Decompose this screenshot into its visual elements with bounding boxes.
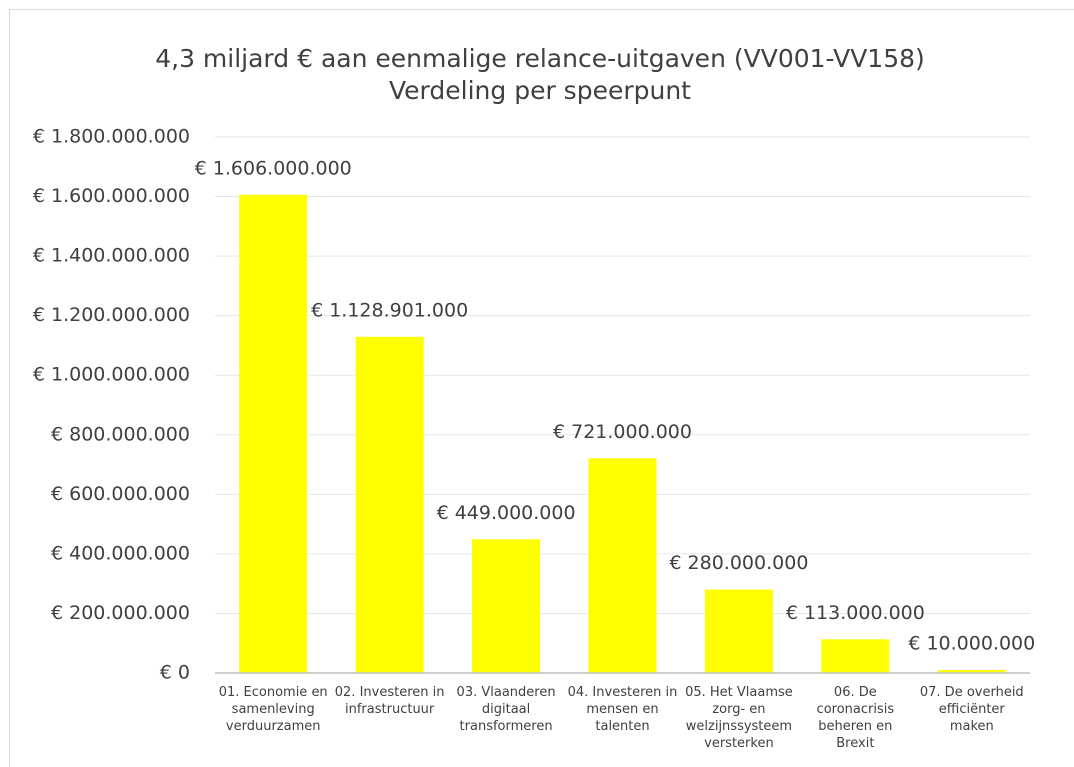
- x-tick-label: 02. Investeren in infrastructuur: [334, 685, 445, 717]
- y-tick-label: € 200.000.000: [51, 602, 190, 624]
- x-tick-label: 01. Economie en samenleving verduurzamen: [218, 685, 328, 734]
- data-label: € 113.000.000: [786, 602, 925, 624]
- y-tick-label: € 400.000.000: [51, 542, 190, 564]
- chart-title: 4,3 miljard € aan eenmalige relance-uitg…: [155, 44, 925, 73]
- x-tick-label: 06. De coronacrisis beheren en Brexit: [816, 685, 895, 751]
- bar: [588, 458, 657, 673]
- data-label: € 280.000.000: [669, 552, 808, 574]
- y-tick-label: € 1.000.000.000: [33, 364, 190, 386]
- y-tick-label: € 600.000.000: [51, 483, 190, 505]
- bar: [821, 639, 890, 673]
- x-tick-label: 04. Investeren in mensen en talenten: [567, 685, 678, 734]
- y-tick-label: € 800.000.000: [51, 423, 190, 445]
- data-label: € 1.128.901.000: [311, 299, 468, 321]
- y-tick-label: € 1.600.000.000: [33, 185, 190, 207]
- data-label: € 449.000.000: [437, 502, 576, 524]
- bar: [937, 670, 1006, 673]
- y-tick-label: € 0: [160, 662, 190, 684]
- bar: [239, 194, 308, 673]
- y-tick-label: € 1.400.000.000: [33, 245, 190, 267]
- data-label: € 1.606.000.000: [195, 157, 352, 179]
- chart-border: [9, 9, 1074, 767]
- x-tick-label: 07. De overheid efficiënter maken: [919, 685, 1024, 734]
- bar: [472, 539, 541, 673]
- y-tick-label: € 1.800.000.000: [33, 126, 190, 148]
- data-label: € 721.000.000: [553, 421, 692, 443]
- x-tick-label: 05. Het Vlaamse zorg- en welzijnssysteem…: [685, 685, 793, 751]
- bar: [355, 336, 424, 673]
- chart-subtitle: Verdeling per speerpunt: [389, 76, 691, 105]
- x-tick-label: 03. Vlaanderen digitaal transformeren: [456, 685, 556, 734]
- bar: [704, 589, 773, 673]
- y-tick-label: € 1.200.000.000: [33, 304, 190, 326]
- data-label: € 10.000.000: [908, 633, 1035, 655]
